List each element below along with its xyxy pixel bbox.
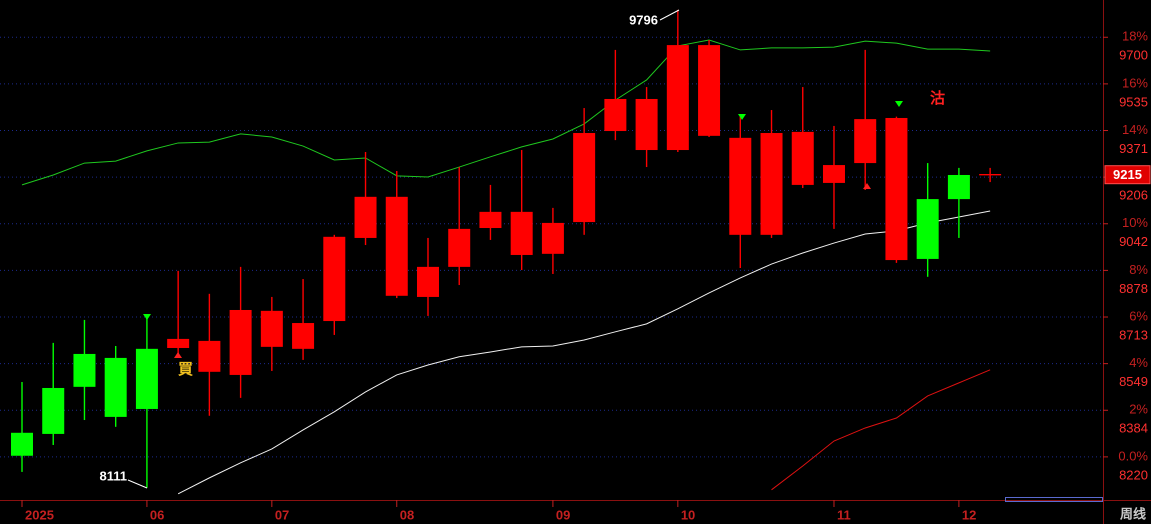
- candle-body: [42, 387, 65, 434]
- candle-body: [260, 310, 283, 347]
- candle-body: [947, 174, 970, 200]
- x-tick-label: 11: [837, 507, 851, 522]
- y-tick-label: 8878: [1119, 281, 1148, 296]
- candle-body: [541, 222, 564, 254]
- candle-body: [698, 45, 721, 136]
- x-tick-label: 2025: [25, 507, 54, 522]
- leader-line: [127, 479, 148, 489]
- candle-body: [729, 137, 752, 235]
- x-tick-label: 12: [962, 507, 976, 522]
- y2-tick-label: 16%: [1122, 75, 1148, 90]
- y-tick-label: 9371: [1119, 141, 1148, 156]
- sell-signal: 沽: [930, 89, 945, 107]
- leader-line: [659, 9, 680, 21]
- candle-body: [167, 338, 190, 348]
- buy-arrow: [863, 183, 871, 189]
- period-label: 周线: [1120, 506, 1146, 521]
- buy-signal: 買: [178, 361, 193, 378]
- y-tick-label: 9535: [1119, 94, 1148, 109]
- y-tick-label: 9700: [1119, 48, 1148, 63]
- y2-tick-label: 18%: [1122, 29, 1148, 44]
- candle-body: [354, 196, 377, 238]
- sell-arrow: [895, 101, 903, 107]
- y-tick-label: 8713: [1119, 327, 1148, 342]
- high-label: 9796: [629, 12, 658, 27]
- sell-arrow: [143, 314, 151, 320]
- candle-body: [104, 357, 127, 417]
- candle-body: [666, 45, 689, 151]
- candle-body: [791, 131, 814, 185]
- buy-arrow: [174, 352, 182, 358]
- y2-tick-label: 0.0%: [1118, 448, 1148, 463]
- last-price-box: [1104, 165, 1151, 185]
- y2-tick-label: 4%: [1129, 355, 1148, 370]
- candle-body: [822, 165, 845, 183]
- candle-body: [73, 353, 96, 387]
- y-tick-label: 8220: [1119, 467, 1148, 482]
- candle-body: [854, 119, 877, 164]
- indicator-line: [21, 39, 991, 186]
- sell-arrow: [738, 114, 746, 120]
- candle-body: [885, 117, 908, 261]
- candle-body: [448, 228, 471, 267]
- candle-body: [416, 266, 439, 297]
- candle-body: [135, 348, 158, 409]
- candle-body: [510, 211, 533, 255]
- y-tick-label: 9206: [1119, 188, 1148, 203]
- indicator-line: [771, 369, 991, 491]
- candle-body: [198, 340, 221, 372]
- x-tick-label: 06: [150, 507, 164, 522]
- candle-body: [604, 98, 627, 132]
- candle-body: [292, 323, 315, 349]
- candle-body: [479, 211, 502, 229]
- scrollbar[interactable]: [1005, 497, 1103, 502]
- low-label: 8111: [100, 468, 128, 483]
- y2-tick-label: 8%: [1129, 262, 1148, 277]
- last-price-label: 9215: [1113, 167, 1142, 182]
- y2-tick-label: 14%: [1122, 122, 1148, 137]
- candle-body: [385, 196, 408, 296]
- y-tick-label: 8549: [1119, 374, 1148, 389]
- x-tick-label: 08: [400, 507, 414, 522]
- candle-body: [760, 133, 783, 235]
- x-tick-label: 09: [556, 507, 570, 522]
- candle-body: [573, 133, 596, 223]
- y-tick-label: 9042: [1119, 234, 1148, 249]
- candle-body: [916, 199, 939, 259]
- candle-body: [635, 98, 658, 151]
- candle-body: [229, 309, 252, 375]
- candle-body: [11, 432, 33, 456]
- y2-tick-label: 2%: [1129, 402, 1148, 417]
- y-tick-label: 8384: [1119, 421, 1148, 436]
- y2-tick-label: 6%: [1129, 308, 1148, 323]
- y2-tick-label: 10%: [1122, 215, 1148, 230]
- indicator-line: [177, 210, 991, 495]
- x-tick-label: 07: [275, 507, 289, 522]
- x-tick-label: 10: [681, 507, 695, 522]
- plot-layer: [0, 9, 1103, 495]
- candle-body: [323, 236, 346, 322]
